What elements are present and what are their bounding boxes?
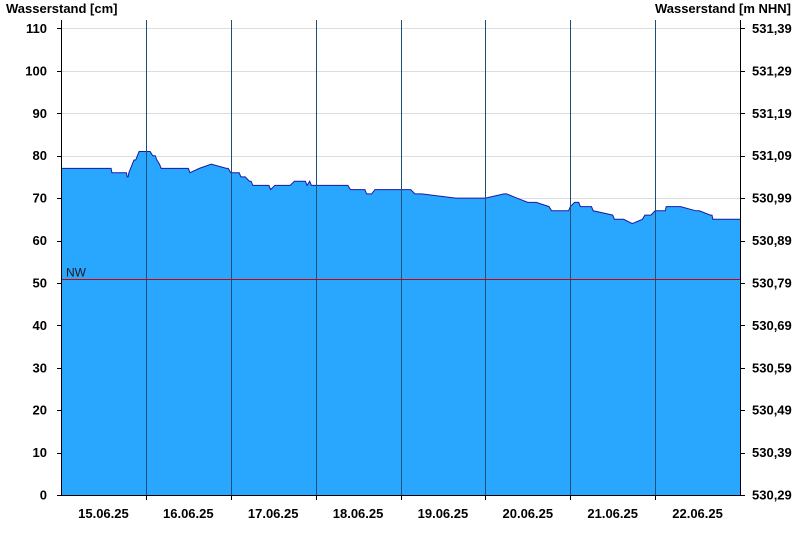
right-axis-title: Wasserstand [m NHN] (654, 1, 791, 16)
left-tick-label-100: 100 (25, 63, 47, 78)
x-tick-label: 21.06.25 (587, 506, 638, 521)
axes (57, 20, 745, 500)
right-tick-label: 530,59 (752, 360, 792, 375)
left-tick-label-40: 40 (33, 318, 47, 333)
x-tick-label: 20.06.25 (503, 506, 554, 521)
x-tick-label: 22.06.25 (672, 506, 723, 521)
water-level-line (61, 151, 740, 225)
right-tick-label: 531,09 (752, 148, 792, 163)
water-level-area-layer (61, 20, 740, 495)
x-tick-label: 17.06.25 (248, 506, 299, 521)
water-level-area (61, 151, 740, 495)
left-tick-label-50: 50 (33, 275, 47, 290)
right-tick-label: 530,69 (752, 318, 792, 333)
left-tick-label-80: 80 (33, 148, 47, 163)
right-tick-label: 530,79 (752, 275, 792, 290)
x-tick-label: 16.06.25 (163, 506, 214, 521)
left-tick-label-0: 0 (40, 488, 47, 503)
right-tick-label: 530,49 (752, 403, 792, 418)
left-axis-title: Wasserstand [cm] (6, 1, 118, 16)
left-tick-label-70: 70 (33, 191, 47, 206)
right-tick-label: 531,19 (752, 106, 792, 121)
tick-labels: 0 10 20 30 40 50 60 70 80 90 100 110 530,29 530,39 530… (25, 21, 791, 521)
left-tick-label-20: 20 (33, 403, 47, 418)
right-tick-label: 530,29 (752, 488, 792, 503)
right-tick-label: 530,39 (752, 445, 792, 460)
left-tick-label-30: 30 (33, 360, 47, 375)
reference-layer: NW (61, 266, 740, 280)
x-tick-label: 19.06.25 (418, 506, 469, 521)
reference-label-nw: NW (66, 266, 87, 280)
left-tick-label-90: 90 (33, 106, 47, 121)
x-tick-label: 18.06.25 (333, 506, 384, 521)
left-tick-label-110: 110 (26, 21, 47, 36)
left-tick-label-10: 10 (33, 445, 47, 460)
x-tick-label: 15.06.25 (78, 506, 129, 521)
right-tick-label: 530,89 (752, 233, 792, 248)
right-tick-label: 531,29 (752, 63, 792, 78)
right-tick-label: 531,39 (752, 21, 792, 36)
left-tick-label-60: 60 (33, 233, 47, 248)
right-tick-label: 530,99 (752, 191, 792, 206)
